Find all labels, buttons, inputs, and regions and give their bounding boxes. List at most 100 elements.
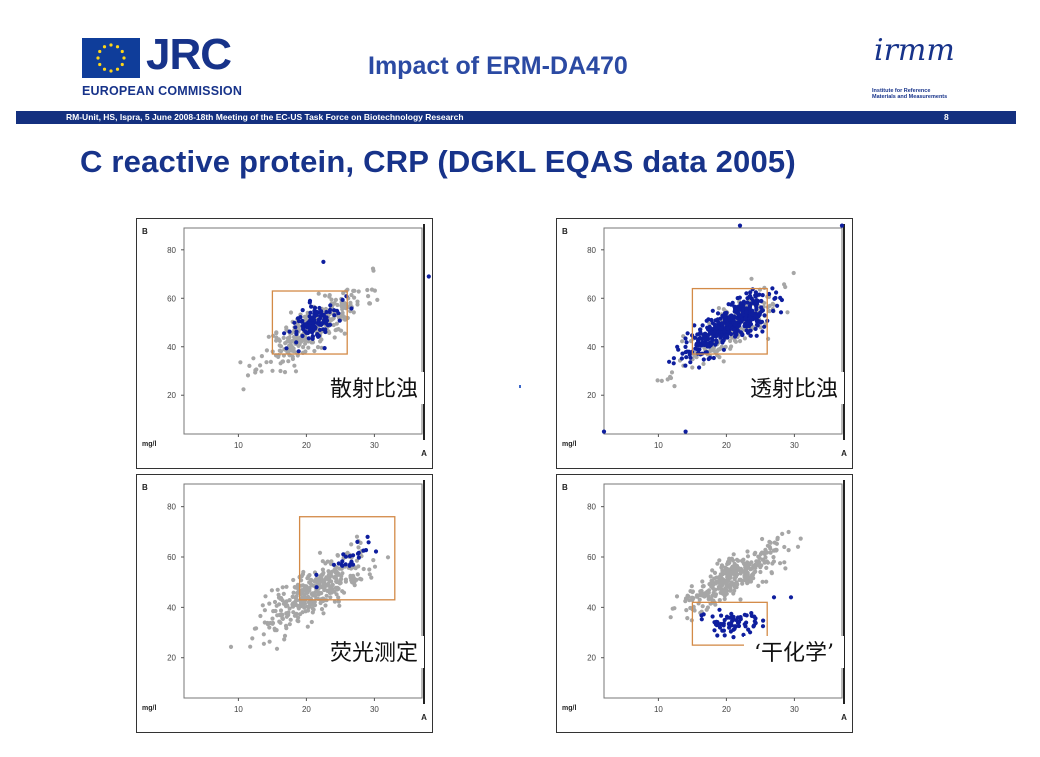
grey-point bbox=[372, 564, 378, 569]
grey-point bbox=[286, 610, 291, 615]
grey-point bbox=[294, 594, 299, 599]
blue-point bbox=[282, 331, 287, 336]
grey-point bbox=[296, 326, 301, 331]
grey-point bbox=[327, 293, 332, 298]
y-tick-label: 80 bbox=[587, 503, 596, 512]
grey-point bbox=[738, 597, 743, 602]
chart-scatter-nephelometry: 20 40 60 80 10 20 30 Bmg/l A 散射比浊 bbox=[136, 218, 433, 469]
blue-point bbox=[730, 300, 735, 305]
chart-scatter-turbidimetry: 20 40 60 80 10 20 30 Bmg/l A 透射比浊 bbox=[556, 218, 853, 469]
grey-point bbox=[728, 586, 733, 591]
blue-point bbox=[758, 320, 763, 325]
highlight-box bbox=[691, 601, 768, 646]
blue-point bbox=[667, 359, 672, 364]
blue-point bbox=[745, 330, 751, 335]
grey-point bbox=[771, 555, 776, 560]
y-tick-label: 20 bbox=[587, 391, 596, 400]
grey-point bbox=[306, 345, 311, 350]
grey-point bbox=[277, 602, 282, 607]
grey-point bbox=[758, 565, 763, 570]
method-label: 荧光测定 bbox=[330, 641, 418, 666]
y-axis-label: B bbox=[142, 483, 148, 492]
grey-point bbox=[712, 570, 718, 575]
grey-point bbox=[291, 590, 296, 595]
grey-point bbox=[309, 619, 314, 625]
grey-point bbox=[323, 603, 328, 608]
section-heading: C reactive protein, CRP (DGKL EQAS data … bbox=[80, 144, 796, 179]
x-tick-label: 20 bbox=[722, 705, 731, 714]
blue-outlier-point bbox=[426, 274, 431, 279]
y-tick-label: 40 bbox=[167, 343, 176, 352]
grey-point bbox=[764, 559, 770, 564]
grey-point bbox=[307, 604, 312, 609]
blue-point bbox=[363, 548, 369, 553]
blue-point bbox=[293, 325, 298, 330]
grey-point bbox=[355, 299, 360, 304]
blue-point bbox=[321, 318, 327, 323]
blue-point bbox=[697, 365, 702, 370]
blue-point bbox=[727, 625, 732, 630]
blue-point bbox=[708, 355, 713, 360]
grey-point bbox=[261, 641, 266, 646]
y-tick-label: 80 bbox=[167, 246, 176, 255]
blue-point bbox=[317, 327, 323, 332]
blue-point bbox=[688, 360, 693, 365]
grey-point bbox=[369, 575, 374, 580]
blue-point bbox=[753, 300, 758, 305]
grey-point bbox=[342, 315, 347, 320]
grey-point bbox=[329, 297, 334, 302]
grey-point bbox=[270, 368, 275, 373]
blue-point bbox=[771, 308, 776, 313]
grey-point bbox=[753, 569, 758, 574]
blue-point bbox=[738, 314, 743, 319]
blue-point bbox=[748, 333, 753, 338]
blue-point bbox=[779, 297, 784, 303]
grey-point bbox=[359, 577, 364, 582]
blue-point bbox=[700, 323, 705, 328]
blue-outlier-point bbox=[771, 595, 777, 600]
grey-point bbox=[710, 593, 715, 598]
grey-point bbox=[385, 555, 391, 560]
grey-point bbox=[290, 594, 295, 599]
grey-point bbox=[326, 569, 331, 574]
grey-point bbox=[306, 339, 311, 344]
grey-point bbox=[341, 291, 346, 296]
grey-point bbox=[659, 378, 664, 383]
grey-point bbox=[308, 577, 313, 582]
blue-point bbox=[719, 333, 724, 338]
blue-outlier-point bbox=[788, 595, 794, 600]
grey-point bbox=[277, 338, 282, 343]
blue-point bbox=[303, 322, 308, 327]
blue-point bbox=[683, 336, 688, 341]
grey-point bbox=[270, 616, 275, 621]
blue-point bbox=[695, 332, 700, 337]
blue-point bbox=[315, 321, 321, 326]
x-tick-label: 30 bbox=[370, 441, 379, 450]
grey-point bbox=[278, 349, 284, 354]
grey-point bbox=[723, 568, 728, 573]
blue-point bbox=[721, 347, 726, 352]
eu-star-icon bbox=[98, 49, 102, 54]
x-tick-label: 20 bbox=[302, 705, 311, 714]
grey-point bbox=[316, 291, 321, 296]
grey-point bbox=[277, 343, 282, 348]
blue-point bbox=[754, 307, 759, 312]
grey-point bbox=[309, 340, 314, 345]
blue-outlier-point bbox=[321, 259, 326, 264]
blue-point bbox=[753, 326, 758, 331]
blue-point bbox=[349, 559, 354, 564]
grey-point bbox=[282, 637, 287, 642]
x-axis-label: A bbox=[421, 713, 427, 722]
blue-point bbox=[729, 611, 734, 616]
blue-point bbox=[762, 324, 767, 329]
y-tick-label: 60 bbox=[167, 294, 176, 303]
grey-point bbox=[260, 603, 265, 608]
grey-point bbox=[281, 591, 286, 596]
grey-point bbox=[258, 363, 263, 368]
blue-point bbox=[701, 612, 706, 617]
grey-point bbox=[279, 596, 284, 601]
blue-point bbox=[774, 290, 779, 295]
blue-point bbox=[724, 614, 730, 619]
grey-point bbox=[684, 608, 689, 613]
grey-point bbox=[337, 566, 342, 571]
